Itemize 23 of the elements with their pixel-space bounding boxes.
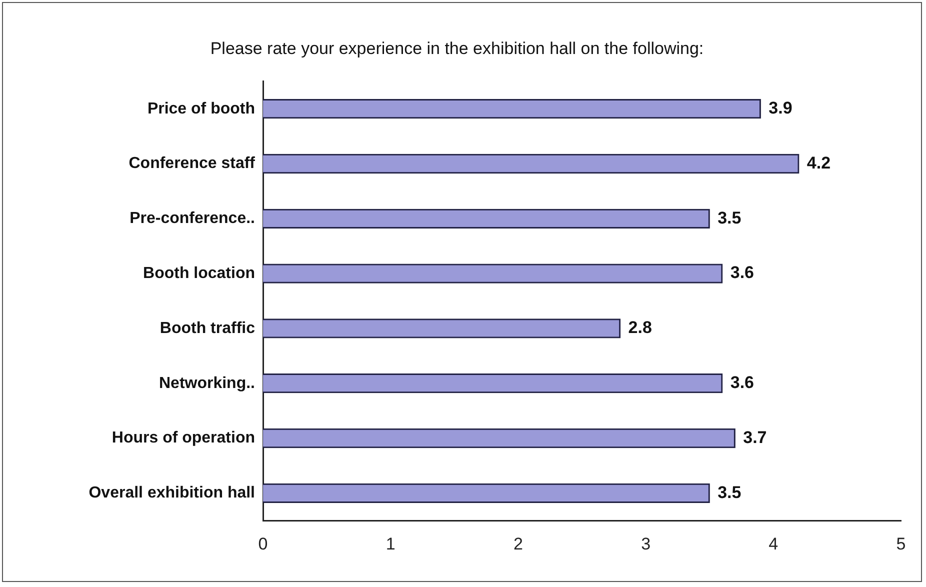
data-label: 3.5	[718, 482, 742, 502]
data-label: 3.5	[718, 208, 742, 228]
data-label: 3.7	[743, 428, 767, 447]
data-label: 4.2	[806, 153, 831, 172]
y-tick-label: Networking..	[158, 374, 255, 392]
x-tick-label: 4	[768, 534, 778, 554]
y-tick-label: Price of booth	[147, 100, 255, 118]
y-tick-label: Pre-conference..	[130, 210, 255, 228]
data-label: 2.8	[628, 318, 652, 338]
y-tick-label: Booth traffic	[160, 320, 256, 337]
x-tick-label: 5	[896, 534, 906, 554]
data-label: 3.6	[730, 373, 754, 392]
data-label: 3.6	[730, 263, 754, 282]
x-tick-label: 2	[513, 534, 523, 554]
y-tick-label: Overall exhibition hall	[88, 484, 255, 502]
data-label: 3.9	[768, 98, 792, 118]
y-tick-label: Conference staff	[128, 155, 256, 172]
y-tick-label: Hours of operation	[112, 430, 255, 447]
chart-title: Please rate your experience in the exhibition hall on the following:	[210, 38, 704, 58]
x-tick-label: 1	[386, 534, 396, 554]
x-tick-label: 0	[258, 534, 268, 554]
y-tick-label: Booth location	[143, 264, 255, 282]
x-tick-label: 3	[641, 534, 651, 554]
